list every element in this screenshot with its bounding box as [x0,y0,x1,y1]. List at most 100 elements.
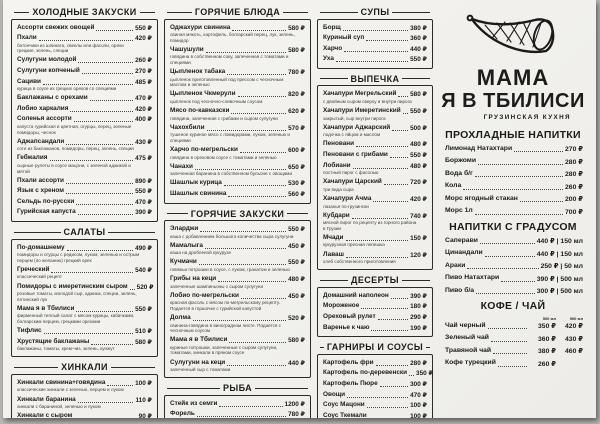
section-box: По-домашнему 490 ₽ помидоры и огурцы с ред… [11,238,158,358]
item-price: 190 ₽ [410,324,427,332]
section-header: ХИНКАЛИ [11,362,158,372]
item-price: 580 ₽ [288,24,305,32]
menu-item-row: Баклажаны с орехами 470 ₽ [17,94,152,102]
item-name: Хачапури Аджарский [323,123,391,131]
dotted-leader [497,365,527,367]
section-box: Хинкали свинина+говядина 100 ₽ классически… [11,373,158,418]
menu-item-row: Морс ягодный стакан 200 ₽ [445,195,583,203]
item-description: лодочка с яйцом и маслом [323,132,381,138]
section-header: РЫБА [164,383,311,393]
menu-item: Харчо по-мегрельски 600 ₽ говядина в орехо… [170,146,305,160]
item-name: Шашлык свинина [170,189,227,197]
menu-item: Мамалыга 450 ₽ каша на дробленой кукурузе [170,242,305,256]
menu-item-row: Картофель фри 280 ₽ [323,359,427,367]
menu-item: Картофель фри 280 ₽ [323,359,427,367]
dotted-leader [200,231,287,233]
item-price: 475 ₽ [135,155,152,163]
menu-item-row: Лобио по-мегрельски 450 ₽ [170,292,305,300]
item-name: Саперави [445,236,478,244]
item-description: помидоры и огурцы с редисом, луком, зеле… [17,252,140,263]
item-name: Кучмачи [170,258,197,266]
menu-item: Кучмачи 550 ₽ говяжьи потрошки в соусе, с … [170,258,305,272]
menu-column-2: ГОРЯЧИЕ БЛЮДА Оджахури свинина 580 ₽ свиная… [164,7,311,418]
menu-item-row: Кучмачи 550 ₽ [170,258,305,266]
item-name: По-домашнему [17,243,65,251]
menu-item-row: Овощи 470 ₽ [323,391,427,399]
menu-section: ГАРНИРЫ И СОУСЫ Картофель фри 280 ₽ Картофе… [317,342,433,418]
item-description: капуста гурийская и цветная, огурцы, пер… [17,123,132,135]
menu-item: Чашушули 580 ₽ говядина в собственном соку… [170,46,305,66]
dotted-leader [383,184,409,186]
item-price: 580 ₽ [288,46,305,54]
menu-item-row: Сулугуни на кеци 440 ₽ [170,359,305,367]
item-price: 430 ₽ [135,138,152,146]
item-name: Картофель фри [323,358,374,366]
menu-item: Сулугуни копченый 270 ₽ [17,67,152,75]
section-title: ДЕСЕРТЫ [351,275,399,286]
menu-item-row: Оджахури свинина 580 ₽ [170,24,305,32]
item-name: Морс ягодный стакан [445,194,518,202]
menu-item-row: Сельдь по-русски 470 ₽ [17,198,152,206]
item-name: Кубдари [323,211,350,219]
item-name: Мама я в Тбилиси [17,304,75,312]
item-price: 550 ₽ [410,108,427,116]
item-price: 180 ₽ [410,303,427,311]
item-name: Цинандали [445,249,483,257]
menu-item: Вода б/г 280 ₽ [445,170,583,178]
menu-item: Эларджи 550 ₽ каша с добавлением большого … [170,225,305,239]
item-price: 280 ₽ [565,171,583,179]
menu-section: ХИНКАЛИ Хинкали свинина+говядина 100 ₽ клас… [11,362,158,418]
item-price: 100 ₽ [410,412,427,418]
dotted-leader [371,329,409,331]
menu-item-row: Форель 780 ₽ [170,410,305,418]
item-price: 550 ₽ [135,305,152,313]
item-price: 440 ₽ | 150 мл [536,250,583,258]
section-header: ГОРЯЧИЕ ЗАКУСКИ [164,209,311,219]
menu-item: Язык с хреном 550 ₽ [17,187,152,195]
item-price: 580 ₽ [135,338,152,346]
menu-item: Хачапури Царский 720 ₽ три вида сыра [323,178,427,192]
menu-section: СУПЫ Борщ 380 ₽ Куриный суп 360 ₽ Харчо 440 ₽ У… [317,7,433,69]
section-box: Оджахури свинина 580 ₽ свиная мякоть, карт… [164,18,311,204]
menu-item-row: Эларджи 550 ₽ [170,225,305,233]
menu-item: Сельдь по-русски 470 ₽ [17,198,152,206]
menu-item: Боржоми 280 ₽ [445,157,583,165]
item-name: Лобио по-мегрельски [170,291,239,299]
item-name: Эларджи [170,225,199,233]
menu-item: Хачапури Аджарский 500 ₽ лодочка с яйцом и… [323,124,427,138]
menu-item-row: Пиво б/а 300 ₽ | 500 мл [445,287,583,295]
item-name: Харчо [323,44,343,52]
menu-item: Хачапури Ачма 420 ₽ лазанья по-грузински [323,195,427,209]
item-price: 390 ₽ | 500 мл [536,275,583,283]
item-description: каша с добавлением большого количества с… [170,233,294,239]
menu-item-row: Лобио харкалия 420 ₽ [17,105,152,113]
item-name: Чахохбили [170,123,205,131]
section-box: Эларджи 550 ₽ каша с добавлением большого … [164,220,311,379]
section-header: ХОЛОДНЫЕ ЗАКУСКИ [11,7,158,17]
section-title: ГАРНИРЫ И СОУСЫ [326,342,424,353]
dotted-leader [43,333,134,335]
section-header: ПРОХЛАДНЫЕ НАПИТКИ [439,129,587,141]
item-name: Домашний наполеон [323,291,389,299]
menu-section: САЛАТЫ По-домашнему 490 ₽ помидоры и огурцы… [11,227,158,358]
menu-item: Оджахури свинина 580 ₽ свиная мякоть, карт… [170,24,305,44]
section-title: СУПЫ [360,7,390,17]
item-price: 380 ₽ [410,24,427,32]
item-description: баклажаны, томаты, крем-чиз, зелень, кун… [17,346,115,352]
item-price: 470 ₽ [135,198,152,206]
item-description: розовые томаты, молодой сыр, аджика, спе… [17,291,137,302]
menu-item-row: Чахохбили 570 ₽ [170,124,305,132]
item-price: 480 ₽ [410,141,427,149]
dotted-leader [347,396,409,398]
item-description: красная фасоль с мясом по-мегрельскому р… [170,300,281,311]
item-description: каша на дробленой кукурузе [170,250,232,256]
item-price: 500 ₽ [410,124,427,132]
item-price: 400 ₽ [135,116,152,124]
dotted-leader [218,281,287,283]
item-description: фирменный теплый салат с мясом курицы, к… [17,313,135,324]
menu-item: Хинкали баранина 110 ₽ хинкали с бараниной… [17,396,152,410]
item-name: Ассорти свежих овощей [17,23,95,31]
item-price: 550 ₽ [135,24,152,32]
